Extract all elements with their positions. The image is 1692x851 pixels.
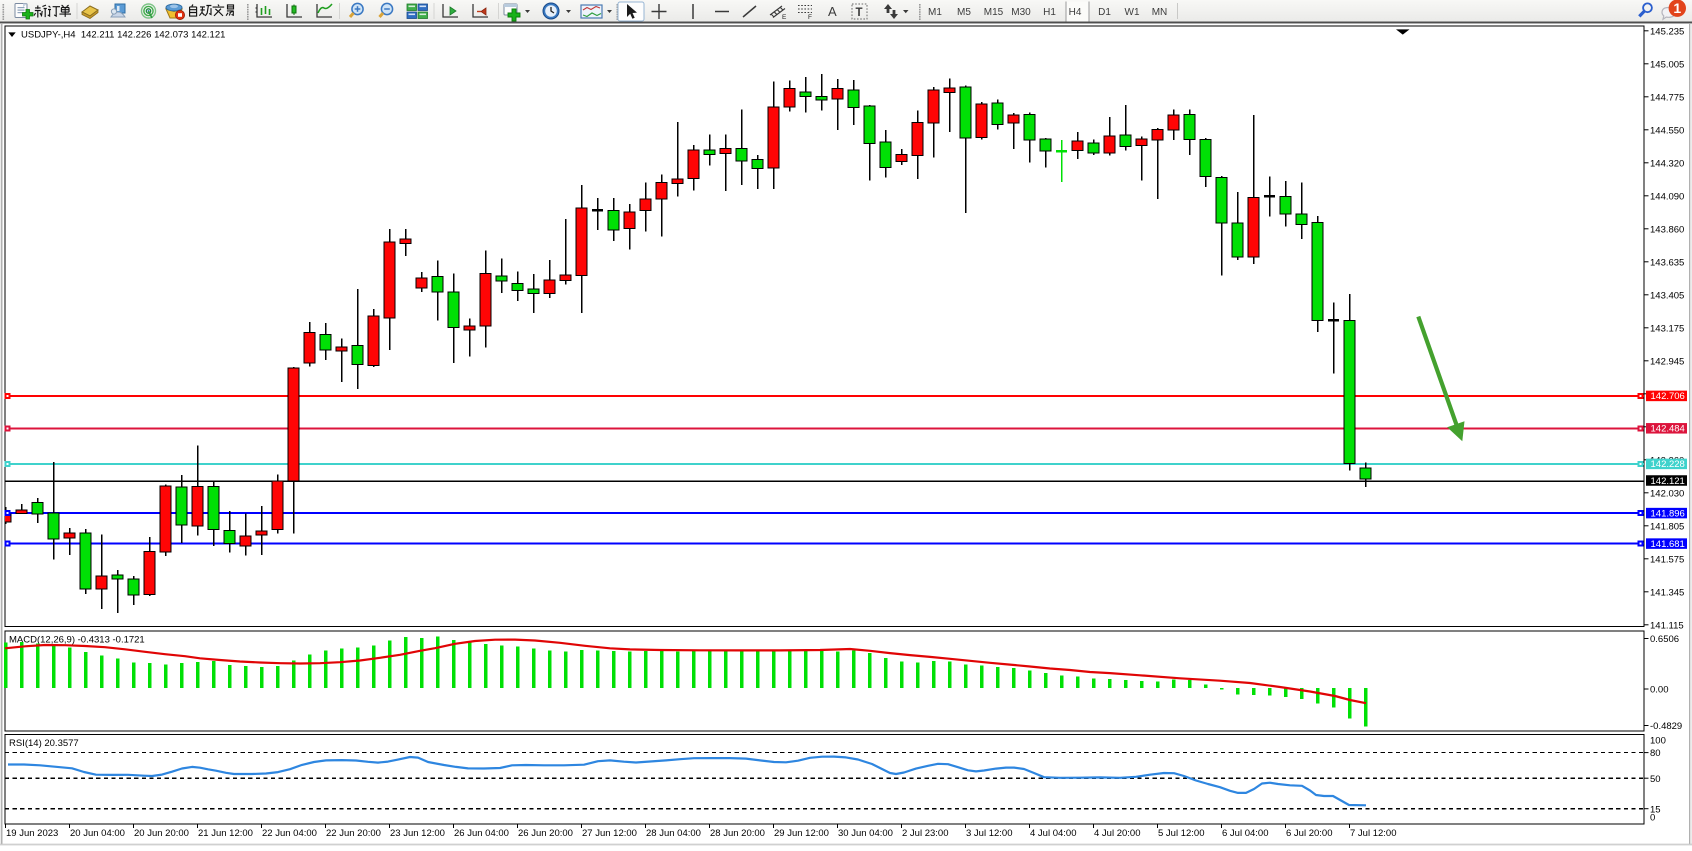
svg-text:143.405: 143.405 [1650, 290, 1684, 301]
svg-text:142.228: 142.228 [1651, 459, 1685, 470]
svg-text:141.681: 141.681 [1651, 539, 1685, 550]
svg-text:142.945: 142.945 [1650, 356, 1684, 367]
svg-text:E: E [782, 14, 787, 21]
svg-text:50: 50 [1650, 774, 1661, 785]
svg-text:6 Jul 20:00: 6 Jul 20:00 [1286, 828, 1332, 839]
svg-text:0: 0 [1650, 813, 1655, 824]
svg-text:141.575: 141.575 [1650, 554, 1684, 565]
svg-text:145.235: 145.235 [1650, 26, 1684, 37]
svg-text:141.896: 141.896 [1651, 508, 1685, 519]
svg-text:A: A [828, 4, 837, 19]
svg-text:D1: D1 [1098, 7, 1111, 18]
svg-text:143.635: 143.635 [1650, 257, 1684, 268]
svg-text:M1: M1 [928, 7, 942, 18]
svg-text:142.484: 142.484 [1651, 424, 1685, 435]
svg-text:15: 15 [1650, 804, 1661, 815]
svg-text:22 Jun 20:00: 22 Jun 20:00 [326, 828, 381, 839]
svg-text:21 Jun 12:00: 21 Jun 12:00 [198, 828, 253, 839]
svg-text:23 Jun 12:00: 23 Jun 12:00 [390, 828, 445, 839]
svg-text:141.345: 141.345 [1650, 587, 1684, 598]
svg-text:144.320: 144.320 [1650, 158, 1684, 169]
svg-text:1: 1 [1673, 0, 1681, 16]
svg-text:22 Jun 04:00: 22 Jun 04:00 [262, 828, 317, 839]
svg-text:80: 80 [1650, 748, 1661, 759]
svg-text:143.860: 143.860 [1650, 224, 1684, 235]
svg-text:100: 100 [1650, 736, 1666, 747]
svg-text:0.6506: 0.6506 [1650, 634, 1679, 645]
svg-text:4 Jul 20:00: 4 Jul 20:00 [1094, 828, 1140, 839]
svg-text:MN: MN [1152, 7, 1168, 18]
svg-text:28 Jun 20:00: 28 Jun 20:00 [710, 828, 765, 839]
svg-text:H4: H4 [1069, 7, 1082, 18]
svg-text:H1: H1 [1043, 7, 1056, 18]
svg-text:29 Jun 12:00: 29 Jun 12:00 [774, 828, 829, 839]
svg-text:26 Jun 20:00: 26 Jun 20:00 [518, 828, 573, 839]
svg-text:142.121: 142.121 [1651, 476, 1685, 487]
svg-text:W1: W1 [1125, 7, 1140, 18]
svg-text:RSI(14) 20.3577: RSI(14) 20.3577 [9, 738, 79, 749]
svg-text:141.115: 141.115 [1650, 620, 1684, 631]
svg-text:0.00: 0.00 [1650, 685, 1669, 696]
svg-text:M5: M5 [957, 7, 971, 18]
svg-text:5 Jul 12:00: 5 Jul 12:00 [1158, 828, 1204, 839]
svg-text:142.030: 142.030 [1650, 488, 1684, 499]
svg-text:M30: M30 [1011, 7, 1031, 18]
svg-text:-0.4829: -0.4829 [1650, 721, 1682, 732]
svg-text:26 Jun 04:00: 26 Jun 04:00 [454, 828, 509, 839]
svg-text:7 Jul 12:00: 7 Jul 12:00 [1350, 828, 1396, 839]
svg-text:M15: M15 [984, 7, 1004, 18]
svg-text:27 Jun 12:00: 27 Jun 12:00 [582, 828, 637, 839]
svg-text:20 Jun 20:00: 20 Jun 20:00 [134, 828, 189, 839]
svg-text:19 Jun 2023: 19 Jun 2023 [6, 828, 58, 839]
svg-text:141.805: 141.805 [1650, 521, 1684, 532]
svg-text:144.090: 144.090 [1650, 191, 1684, 202]
svg-text:F: F [808, 14, 812, 21]
svg-text:2 Jul 23:00: 2 Jul 23:00 [902, 828, 948, 839]
svg-text:143.175: 143.175 [1650, 323, 1684, 334]
svg-text:28 Jun 04:00: 28 Jun 04:00 [646, 828, 701, 839]
svg-text:MACD(12,26,9) -0.4313 -0.1721: MACD(12,26,9) -0.4313 -0.1721 [9, 635, 145, 646]
svg-text:USDJPY-,H4 142.211 142.226 14: USDJPY-,H4 142.211 142.226 142.073 142.1… [21, 30, 225, 41]
svg-text:144.550: 144.550 [1650, 125, 1684, 136]
svg-text:6 Jul 04:00: 6 Jul 04:00 [1222, 828, 1268, 839]
svg-text:3 Jul 12:00: 3 Jul 12:00 [966, 828, 1012, 839]
svg-text:20 Jun 04:00: 20 Jun 04:00 [70, 828, 125, 839]
svg-text:30 Jun 04:00: 30 Jun 04:00 [838, 828, 893, 839]
svg-text:T: T [856, 7, 863, 19]
svg-text:145.005: 145.005 [1650, 59, 1684, 70]
svg-text:142.706: 142.706 [1651, 391, 1685, 402]
svg-text:144.775: 144.775 [1650, 92, 1684, 103]
svg-text:4 Jul 04:00: 4 Jul 04:00 [1030, 828, 1076, 839]
